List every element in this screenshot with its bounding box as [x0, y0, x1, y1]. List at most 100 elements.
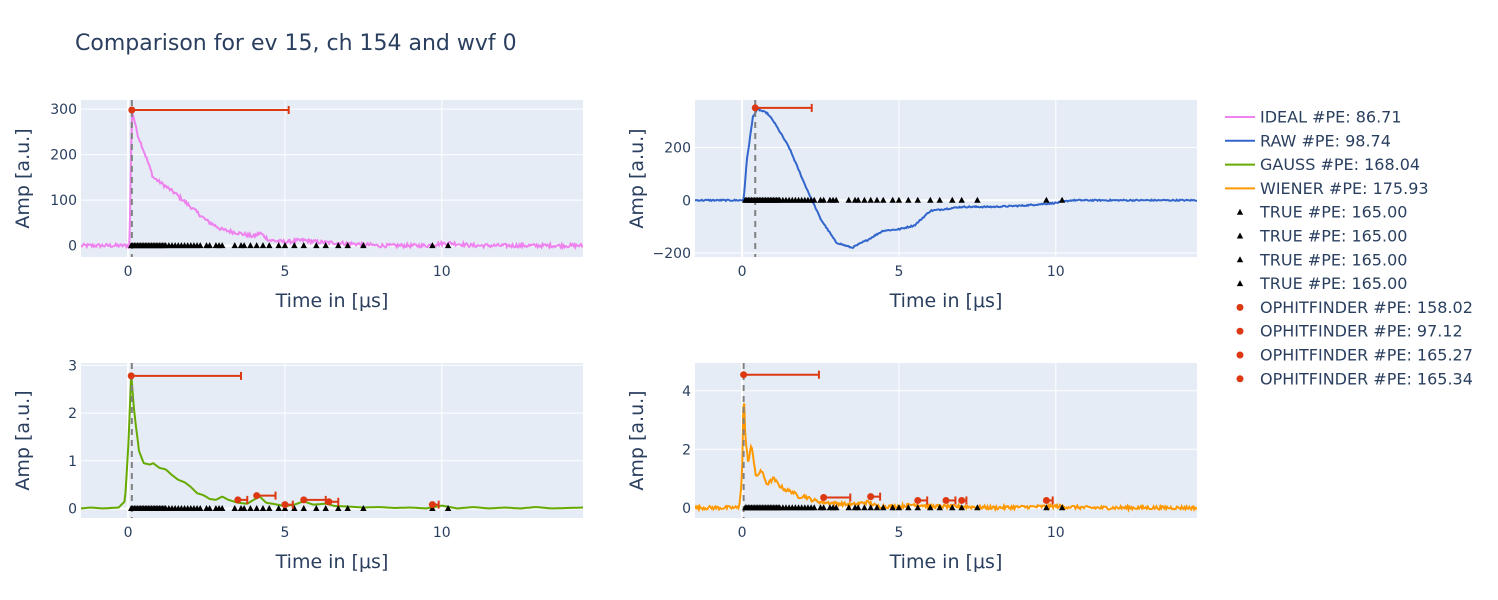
ophit-marker — [281, 501, 289, 509]
true-photon-marker — [905, 504, 912, 511]
y-tick-label: 200 — [50, 148, 77, 164]
true-photon-marker — [322, 242, 329, 249]
true-photon-marker — [861, 196, 868, 203]
true-photon-marker — [291, 242, 298, 249]
true-photon-marker — [259, 242, 267, 249]
ophit-marker — [253, 492, 261, 500]
true-photon-marker — [275, 504, 282, 511]
legend-item[interactable]: GAUSS #PE: 168.04 — [1225, 155, 1420, 174]
true-photon-marker — [322, 504, 329, 511]
legend-label: GAUSS #PE: 168.04 — [1260, 155, 1420, 174]
subplot-raw: 0 5 10 −200 0 200 Time in [μs] Amp [a.u.] — [626, 100, 1197, 312]
legend-label: RAW #PE: 98.74 — [1260, 131, 1391, 150]
legend-triangle-swatch — [1236, 280, 1244, 287]
legend-label: TRUE #PE: 165.00 — [1259, 227, 1407, 246]
ophit-marker — [428, 501, 436, 509]
y-axis-title: Amp [a.u.] — [12, 390, 34, 490]
true-photon-marker — [958, 196, 965, 203]
legend-label: IDEAL #PE: 86.71 — [1260, 108, 1402, 127]
plot-area — [81, 100, 583, 257]
true-photon-marker — [811, 504, 818, 511]
legend[interactable]: IDEAL #PE: 86.71 RAW #PE: 98.74 GAUSS #PE:… — [1225, 108, 1473, 389]
y-axis-title: Amp [a.u.] — [626, 128, 648, 228]
legend-item[interactable]: RAW #PE: 98.74 — [1225, 131, 1391, 150]
true-photon-marker — [444, 504, 452, 511]
true-photon-marker — [811, 196, 818, 203]
true-photon-marker — [914, 196, 921, 203]
true-photon-marker — [936, 196, 943, 203]
true-photon-marker — [444, 242, 452, 249]
waveform-gauss — [81, 374, 583, 510]
legend-label: WIENER #PE: 175.93 — [1260, 179, 1429, 198]
ophit-marker — [820, 494, 828, 502]
y-tick-label: 0 — [682, 501, 691, 517]
ophit-marker — [751, 104, 759, 112]
true-photon-marker — [275, 242, 282, 249]
y-tick-label: −200 — [653, 246, 691, 262]
figure-title: Comparison for ev 15, ch 154 and wvf 0 — [75, 31, 517, 56]
true-photon-marker — [231, 504, 238, 511]
ophit-marker — [740, 371, 748, 379]
true-photon-marker — [291, 504, 298, 511]
x-axis-title: Time in [μs] — [275, 551, 389, 573]
true-photon-marker — [300, 504, 307, 511]
x-tick-label: 5 — [894, 264, 903, 280]
true-photon-marker — [854, 196, 862, 203]
ophit-marker — [958, 496, 966, 504]
ophit-marker — [128, 106, 136, 114]
true-photon-marker — [820, 196, 827, 203]
legend-item[interactable]: TRUE #PE: 165.00 — [1236, 250, 1408, 269]
true-photon-marker — [873, 504, 881, 511]
legend-item[interactable]: OPHITFINDER #PE: 165.34 — [1236, 369, 1473, 388]
legend-item[interactable]: TRUE #PE: 165.00 — [1236, 203, 1408, 222]
y-axis-title: Amp [a.u.] — [626, 390, 648, 490]
true-photon-marker — [832, 504, 840, 511]
true-photon-marker — [927, 196, 934, 203]
legend-label: TRUE #PE: 165.00 — [1259, 203, 1407, 222]
true-photon-marker — [949, 196, 956, 203]
x-tick-label: 10 — [433, 525, 451, 541]
legend-dot-swatch — [1236, 327, 1244, 335]
ophit-marker — [127, 372, 135, 380]
true-photon-marker — [873, 196, 881, 203]
true-photon-marker — [335, 242, 342, 249]
true-photon-marker — [958, 504, 965, 511]
y-tick-label: 300 — [50, 102, 77, 118]
true-photon-marker — [1043, 504, 1050, 511]
true-photon-marker — [266, 504, 273, 511]
true-photon-marker — [197, 242, 204, 249]
legend-triangle-swatch — [1236, 208, 1244, 215]
ophit-marker — [300, 496, 308, 504]
true-photon-marker — [927, 504, 934, 511]
y-axis-title: Amp [a.u.] — [12, 128, 34, 228]
true-photon-marker — [949, 504, 956, 511]
y-tick-label: 0 — [68, 239, 77, 255]
legend-item[interactable]: TRUE #PE: 165.00 — [1236, 227, 1408, 246]
subplot-wiener: 0 5 10 0 2 4 Time in [μs] Amp [a.u.] — [626, 363, 1197, 573]
true-photon-marker — [845, 504, 852, 511]
legend-item[interactable]: TRUE #PE: 165.00 — [1236, 274, 1408, 293]
y-tick-label: 100 — [50, 193, 77, 209]
legend-item[interactable]: OPHITFINDER #PE: 97.12 — [1236, 322, 1463, 341]
true-photon-marker — [231, 242, 238, 249]
legend-item[interactable]: WIENER #PE: 175.93 — [1225, 179, 1429, 198]
plot-area — [81, 363, 583, 518]
y-tick-label: 3 — [68, 358, 77, 374]
true-photon-marker — [218, 504, 226, 511]
legend-item[interactable]: OPHITFINDER #PE: 165.27 — [1236, 346, 1473, 365]
true-photon-marker — [861, 504, 868, 511]
legend-triangle-swatch — [1236, 232, 1244, 239]
x-axis-title: Time in [μs] — [275, 290, 389, 312]
true-photon-marker — [344, 504, 351, 511]
true-photon-marker — [845, 196, 852, 203]
legend-item[interactable]: OPHITFINDER #PE: 158.02 — [1236, 298, 1473, 317]
plot-area — [695, 363, 1197, 518]
true-photon-marker — [253, 504, 260, 511]
legend-label: TRUE #PE: 165.00 — [1259, 250, 1407, 269]
legend-dot-swatch — [1236, 351, 1244, 359]
legend-dot-swatch — [1236, 375, 1244, 383]
waveform-raw — [695, 107, 1197, 249]
legend-item[interactable]: IDEAL #PE: 86.71 — [1225, 108, 1402, 127]
true-photon-marker — [889, 504, 896, 511]
